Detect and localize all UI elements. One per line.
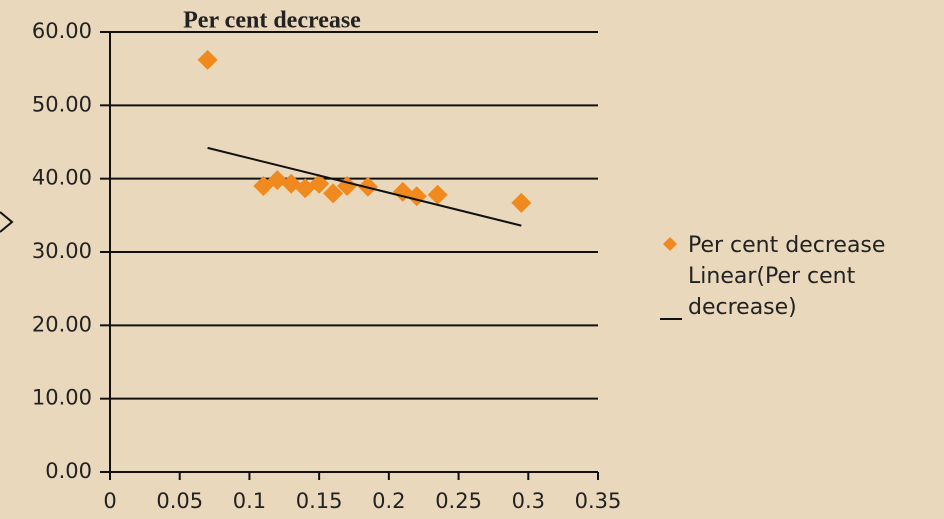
x-tick-label: 0.35 <box>575 489 622 513</box>
y-tick-label: 20.00 <box>32 312 92 336</box>
legend-item: Per cent decrease <box>660 230 938 261</box>
x-tick-label: 0.2 <box>372 489 405 513</box>
y-tick-label: 10.00 <box>32 386 92 410</box>
legend-label: Per cent decrease <box>688 233 886 258</box>
point <box>267 170 288 191</box>
legend-marker <box>654 318 682 320</box>
point <box>309 173 330 194</box>
x-tick-label: 0 <box>103 489 116 513</box>
x-tick-label: 0.25 <box>435 489 482 513</box>
y-tick-label: 60.00 <box>32 19 92 43</box>
legend: Per cent decrease Linear(Per cent decrea… <box>654 230 938 323</box>
x-tick-label: 0.05 <box>156 489 203 513</box>
legend-label: Linear(Per cent decrease) <box>688 264 856 320</box>
trendline <box>207 146 522 227</box>
y-tick-label: 30.00 <box>32 239 92 263</box>
x-tick-label: 0.15 <box>296 489 343 513</box>
y-tick-label: 50.00 <box>32 92 92 116</box>
y-tick-label: 0.00 <box>45 459 92 483</box>
x-tick-label: 0.1 <box>233 489 266 513</box>
legend-diamond <box>663 237 677 251</box>
point <box>427 184 448 205</box>
point <box>197 49 218 70</box>
point <box>323 183 344 204</box>
arrow-fragment <box>0 211 14 233</box>
point <box>511 192 532 213</box>
x-tick-label: 0.3 <box>512 489 545 513</box>
legend-marker <box>663 237 677 251</box>
chart-title: Per cent decrease <box>183 8 361 34</box>
y-tick-label: 40.00 <box>32 166 92 190</box>
legend-item: Linear(Per cent decrease) <box>654 261 938 323</box>
